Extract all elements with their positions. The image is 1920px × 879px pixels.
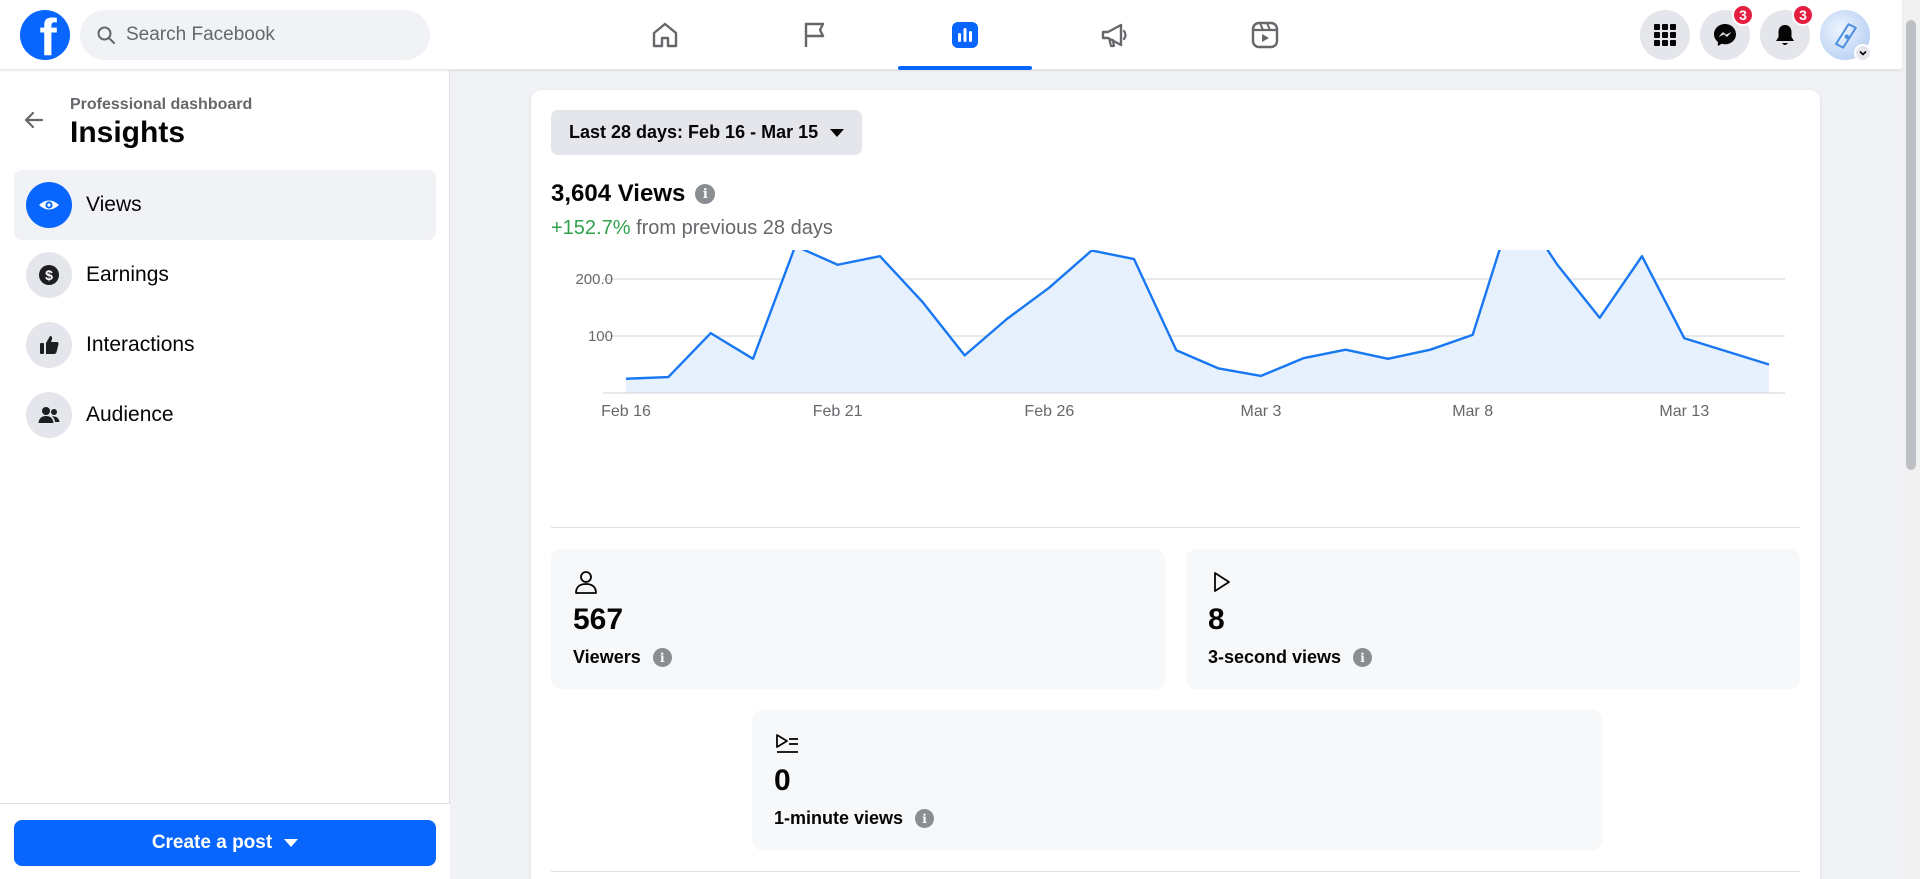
- stat-value: 567: [573, 603, 624, 636]
- sidebar-item-audience[interactable]: Audience: [14, 380, 436, 450]
- header-actions: 3 3: [1640, 4, 1872, 62]
- date-range-label: Last 28 days: Feb 16 - Mar 15: [569, 122, 819, 142]
- info-icon[interactable]: i: [1353, 648, 1373, 667]
- menu-button[interactable]: [1640, 10, 1690, 60]
- account-avatar[interactable]: [1820, 10, 1872, 62]
- sidebar-item-label: Audience: [86, 403, 174, 426]
- sidebar-footer: Create a post: [0, 803, 450, 879]
- create-post-label: Create a post: [151, 832, 273, 853]
- tab-pages[interactable]: [740, 0, 890, 70]
- notifications-button[interactable]: 3: [1760, 4, 1814, 60]
- sidebar-item-label: Interactions: [86, 333, 195, 356]
- info-icon[interactable]: i: [652, 648, 672, 667]
- series-line: [625, 250, 1770, 380]
- svg-text:$: $: [45, 267, 53, 283]
- section-divider: [551, 871, 1800, 872]
- tab-insights[interactable]: [890, 0, 1040, 70]
- views-card: Last 28 days: Feb 16 - Mar 15 3,604 View…: [531, 90, 1820, 879]
- search-input[interactable]: [126, 24, 406, 46]
- stat-value: 8: [1208, 603, 1225, 636]
- area-fill: [626, 250, 1769, 393]
- play-icon: [1214, 572, 1230, 592]
- x-tick-label: Feb 16: [601, 403, 651, 420]
- back-button[interactable]: [16, 102, 52, 138]
- messenger-icon: [1714, 24, 1736, 46]
- stat-label-text: 3-second views: [1208, 647, 1342, 667]
- facebook-logo[interactable]: f: [20, 10, 70, 60]
- reels-icon: [1251, 21, 1279, 49]
- flag-icon: [804, 22, 825, 47]
- x-tick-label: Feb 21: [813, 403, 863, 420]
- bell-icon: [1776, 25, 1794, 45]
- dashboard-subtitle: Professional dashboard: [70, 96, 253, 113]
- person-icon: [575, 571, 597, 594]
- notifications-badge: 3: [1792, 4, 1814, 26]
- sidebar-item-views[interactable]: Views: [14, 170, 436, 240]
- stat-label: Viewers i: [573, 647, 672, 668]
- search-icon: [97, 26, 115, 44]
- chevron-down-icon: [1854, 44, 1872, 62]
- insights-menu: Views $ Earnings Interactions Audience: [14, 170, 436, 450]
- caret-down-icon: [830, 128, 845, 137]
- x-tick-label: Mar 8: [1452, 403, 1493, 420]
- insights-sidebar: Professional dashboard Insights Views $ …: [0, 70, 450, 879]
- eye-icon: [26, 182, 72, 228]
- stat-label: 1-minute views i: [774, 808, 935, 829]
- grid-menu-icon: [1654, 24, 1676, 46]
- stat-card-viewers: 567 Viewers i: [551, 549, 1165, 689]
- play-list-icon: [776, 734, 798, 753]
- sidebar-item-interactions[interactable]: Interactions: [14, 310, 436, 380]
- y-tick-label: 200.0: [575, 271, 613, 288]
- thumbs-up-icon: [26, 322, 72, 368]
- stat-value: 0: [774, 764, 791, 797]
- date-range-dropdown[interactable]: Last 28 days: Feb 16 - Mar 15: [551, 110, 863, 155]
- arrow-left-icon: [24, 111, 44, 129]
- stat-label-text: Viewers: [573, 647, 641, 667]
- change-description: from previous 28 days: [636, 217, 833, 239]
- main-nav-tabs: [590, 0, 1340, 70]
- stat-label-text: 1-minute views: [774, 808, 904, 828]
- tab-ads[interactable]: [1040, 0, 1190, 70]
- search-box[interactable]: [80, 10, 430, 60]
- megaphone-icon: [1101, 23, 1127, 48]
- top-navigation-bar: f: [0, 0, 1902, 70]
- sidebar-item-earnings[interactable]: $ Earnings: [14, 240, 436, 310]
- people-icon: [26, 392, 72, 438]
- page-title: Insights: [70, 116, 186, 149]
- y-tick-label: 100: [588, 328, 613, 345]
- section-divider: [551, 527, 1800, 528]
- sidebar-item-label: Views: [86, 193, 142, 216]
- sidebar-item-label: Earnings: [86, 263, 169, 286]
- info-icon[interactable]: i: [915, 809, 935, 828]
- profile-picture-icon: [1835, 23, 1857, 49]
- views-change: +152.7% from previous 28 days: [551, 217, 833, 240]
- stat-card-1-minute-views: 0 1-minute views i: [752, 710, 1602, 850]
- caret-down-icon: [284, 839, 299, 847]
- total-views-value: 3,604 Views: [551, 180, 686, 207]
- change-percentage: +152.7%: [551, 217, 631, 239]
- x-tick-label: Mar 13: [1659, 403, 1709, 420]
- tab-reels[interactable]: [1190, 0, 1340, 70]
- scrollbar-thumb[interactable]: [1906, 20, 1916, 470]
- info-icon[interactable]: i: [695, 184, 716, 204]
- dollar-icon: $: [26, 252, 72, 298]
- stat-label: 3-second views i: [1208, 647, 1373, 668]
- stat-card-3-second-views: 8 3-second views i: [1186, 549, 1800, 689]
- home-icon: [652, 22, 678, 48]
- tab-home[interactable]: [590, 0, 740, 70]
- messenger-button[interactable]: 3: [1700, 4, 1754, 60]
- create-post-button[interactable]: Create a post: [14, 820, 436, 866]
- bar-chart-icon: [952, 22, 978, 48]
- x-tick-label: Mar 3: [1241, 403, 1282, 420]
- messenger-badge: 3: [1732, 4, 1754, 26]
- page-scrollbar[interactable]: [1902, 0, 1920, 879]
- total-views: 3,604 Views i: [551, 180, 716, 208]
- x-tick-label: Feb 26: [1024, 403, 1074, 420]
